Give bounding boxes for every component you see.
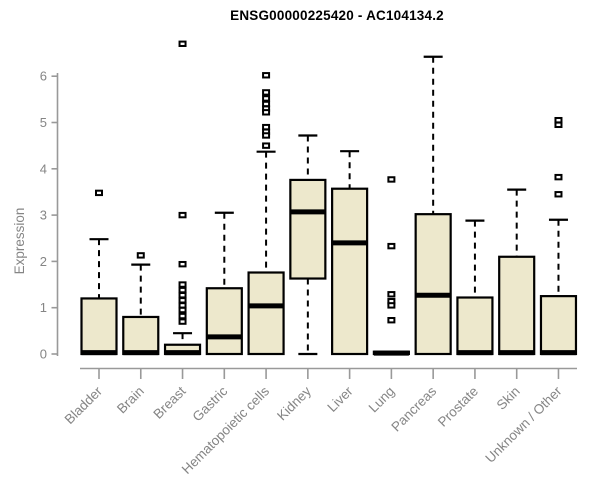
box-prostate <box>456 296 494 356</box>
box-pancreas <box>414 213 452 356</box>
outlier-point-breast <box>178 291 187 299</box>
outlier-point-brain <box>136 252 145 259</box>
x-axis-tick-label: Breast <box>150 383 188 421</box>
y-axis-tick-label: 0 <box>40 347 47 362</box>
x-axis-tick-label: Skin <box>494 384 523 413</box>
box-gastric <box>205 287 243 356</box>
x-axis-tick-label: Pancreas <box>388 383 439 434</box>
outlier-point-unknown-other <box>554 173 563 181</box>
outlier-point-hematopoietic-cells <box>262 109 271 116</box>
outlier-point-breast <box>178 211 187 219</box>
box-unknown-other <box>539 295 578 356</box>
box-bladder <box>80 297 118 356</box>
y-axis-tick-label: 1 <box>40 300 47 315</box>
x-axis-tick-label: Liver <box>324 383 356 415</box>
x-axis-tick-label: Unknown / Other <box>482 383 565 466</box>
x-axis-tick-label: Bladder <box>62 383 106 427</box>
outlier-point-breast <box>178 260 187 268</box>
x-axis-tick-label: Brain <box>114 384 147 417</box>
outlier-point-hematopoietic-cells <box>262 72 271 79</box>
chart-title: ENSG00000225420 - AC104134.2 <box>230 8 444 23</box>
outlier-point-lung <box>387 242 396 250</box>
y-axis-tick-label: 5 <box>40 115 47 130</box>
outlier-point-breast <box>178 297 187 304</box>
y-axis-tick-label: 4 <box>40 161 47 176</box>
outlier-point-lung <box>387 302 396 309</box>
outlier-point-bladder <box>95 189 103 197</box>
outlier-point-hematopoietic-cells <box>262 95 271 102</box>
box-brain <box>122 315 160 356</box>
box-kidney <box>289 178 327 280</box>
outlier-point-hematopoietic-cells <box>262 142 271 149</box>
box-skin <box>498 255 536 356</box>
outlier-point-hematopoietic-cells <box>262 89 271 96</box>
outlier-point-lung <box>387 291 396 298</box>
x-axis-tick-label: Prostate <box>435 384 481 430</box>
box-hematopoietic-cells <box>247 271 285 356</box>
outlier-point-unknown-other <box>554 191 563 198</box>
box-liver <box>331 187 369 356</box>
outlier-point-lung <box>387 176 396 183</box>
outlier-point-unknown-other <box>554 121 563 129</box>
outlier-point-breast <box>178 306 187 314</box>
outlier-point-breast <box>178 281 187 288</box>
y-axis-tick-label: 2 <box>40 254 47 269</box>
x-axis-tick-label: Kidney <box>274 383 314 423</box>
y-axis-tick-label: 6 <box>40 69 47 84</box>
y-axis-tick-label: 3 <box>40 208 47 223</box>
outlier-point-hematopoietic-cells <box>262 132 271 139</box>
outlier-point-breast <box>178 286 187 294</box>
y-axis-title: Expression <box>12 208 27 275</box>
outlier-point-breast <box>178 40 187 47</box>
x-axis-tick-label: Lung <box>366 384 398 416</box>
outlier-point-breast <box>178 312 187 320</box>
x-axis-tick-label: Gastric <box>190 383 231 424</box>
outlier-point-lung <box>387 317 396 324</box>
outlier-point-breast <box>178 318 187 325</box>
